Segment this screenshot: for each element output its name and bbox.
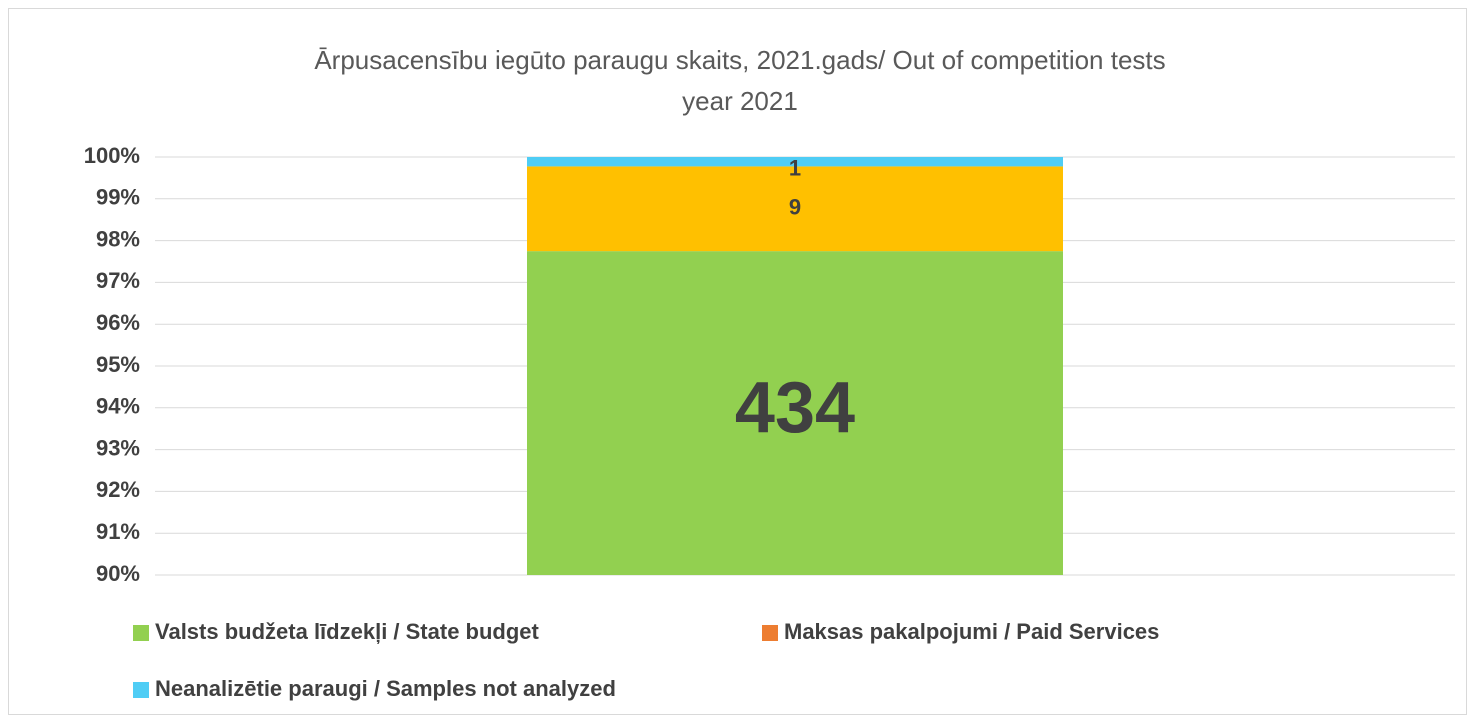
y-tick-label: 100%: [84, 143, 140, 168]
y-tick-label: 97%: [96, 268, 140, 293]
y-tick-label: 94%: [96, 394, 140, 419]
bar-segment: [527, 166, 1063, 252]
y-tick-label: 92%: [96, 477, 140, 502]
legend-label: Valsts budžeta līdzekļi / State budget: [155, 619, 540, 644]
y-tick-label: 98%: [96, 226, 140, 251]
y-tick-label: 93%: [96, 435, 140, 460]
legend-label: Maksas pakalpojumi / Paid Services: [784, 619, 1159, 644]
legend-swatch: [133, 625, 149, 641]
bar-segment: [527, 157, 1063, 167]
data-label: 1: [789, 156, 801, 181]
legend-swatch: [133, 682, 149, 698]
y-tick-label: 96%: [96, 310, 140, 335]
y-tick-label: 99%: [96, 185, 140, 210]
data-label: 9: [789, 195, 801, 220]
y-tick-label: 95%: [96, 352, 140, 377]
y-tick-label: 91%: [96, 519, 140, 544]
chart-title: year 2021: [682, 86, 798, 116]
data-label: 434: [735, 368, 855, 448]
legend-swatch: [762, 625, 778, 641]
legend-label: Neanalizētie paraugi / Samples not analy…: [155, 676, 616, 701]
y-tick-label: 90%: [96, 561, 140, 586]
chart-title: Ārpusacensību iegūto paraugu skaits, 202…: [314, 45, 1165, 75]
bar-segment: [527, 251, 1063, 575]
